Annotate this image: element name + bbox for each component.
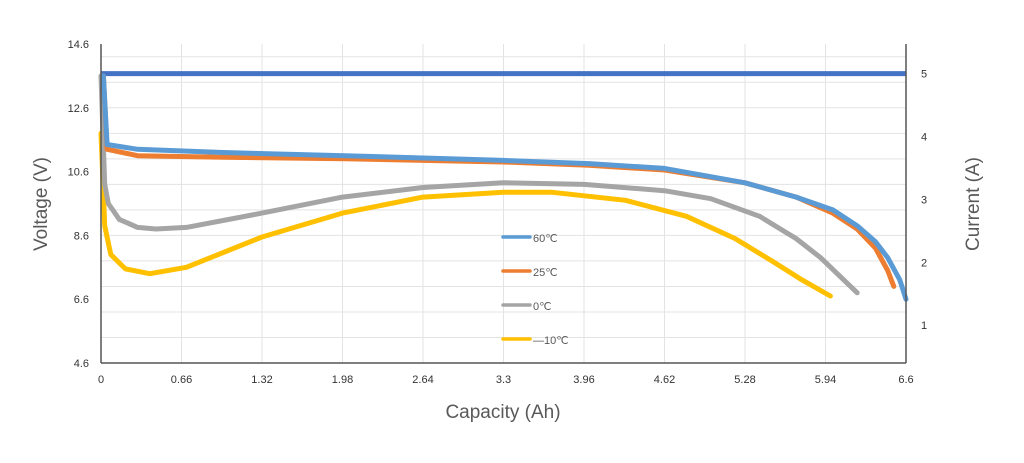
grid: [100, 44, 907, 364]
series-line: [98, 73, 860, 296]
y-axis-title: Voltage (V): [31, 157, 52, 251]
x-tick-label: 5.28: [734, 374, 755, 386]
legend-label: 60℃: [533, 233, 558, 245]
x-tick-label: 0: [98, 374, 104, 386]
legend-label: 25℃: [533, 267, 558, 279]
y2-tick-label: 3: [921, 194, 927, 206]
series-group: [98, 71, 909, 302]
y-tick-label: 12.6: [68, 103, 89, 115]
y2-tick-label: 5: [921, 69, 927, 81]
x-tick-label: 6.6: [898, 374, 913, 386]
y-tick-label: 14.6: [68, 39, 89, 51]
x-tick-label: 4.62: [654, 374, 675, 386]
x-tick-label: 3.3: [496, 374, 511, 386]
legend-label: —10℃: [533, 335, 569, 347]
tick-labels: 0 0.66 1.32 1.98 2.64 3.3 3.96 4.62 5.28 5.94 6.64…: [68, 39, 928, 386]
legend: 60℃ 25℃ 0℃ —10℃: [501, 233, 569, 347]
x-axis-title: Capacity (Ah): [445, 402, 560, 423]
x-tick-label: 1.98: [332, 374, 353, 386]
y2-tick-label: 4: [921, 131, 927, 143]
series-line: [98, 130, 833, 299]
y2-axis-title: Current (A): [963, 157, 984, 251]
x-tick-label: 3.96: [573, 374, 594, 386]
x-tick-label: 1.32: [251, 374, 272, 386]
y-tick-label: 6.6: [74, 294, 89, 306]
y-tick-label: 4.6: [74, 358, 89, 370]
x-tick-label: 5.94: [815, 374, 836, 386]
series-line: [100, 73, 909, 302]
legend-label: 0℃: [533, 301, 551, 313]
y2-tick-label: 1: [921, 320, 927, 332]
y2-tick-label: 2: [921, 257, 927, 269]
axes: [100, 44, 907, 364]
y-tick-label: 10.6: [68, 167, 89, 179]
x-tick-label: 0.66: [171, 374, 192, 386]
x-tick-label: 2.64: [412, 374, 433, 386]
y-tick-label: 8.6: [74, 230, 89, 242]
